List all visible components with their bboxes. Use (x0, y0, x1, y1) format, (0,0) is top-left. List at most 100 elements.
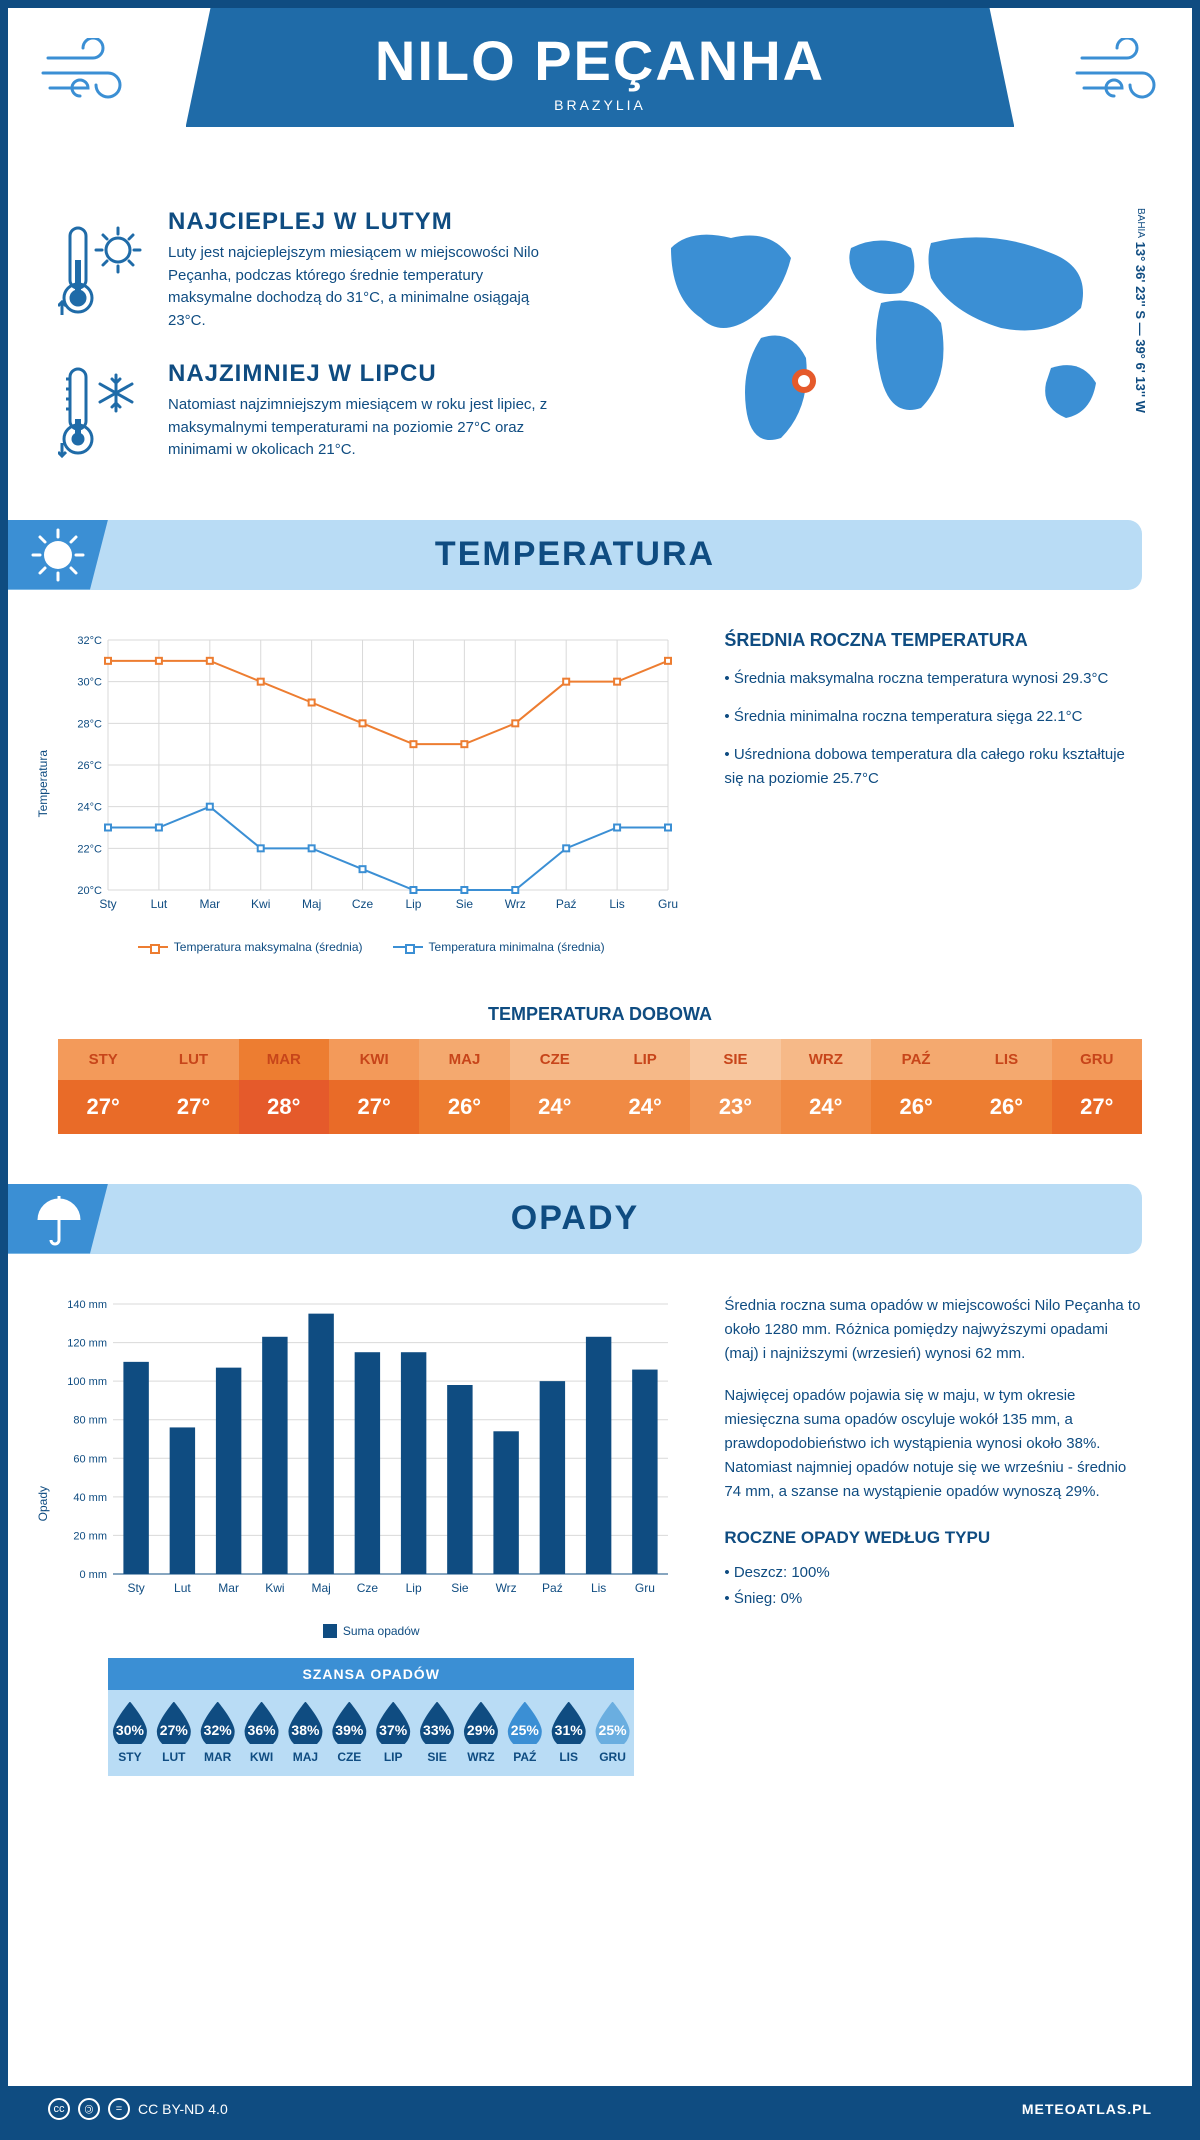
daily-temp-col: MAR 28° (239, 1039, 329, 1134)
warmest-title: NAJCIEPLEJ W LUTYM (168, 208, 548, 236)
svg-text:0 mm: 0 mm (80, 1569, 108, 1581)
brand-label: METEOATLAS.PL (1022, 2101, 1152, 2117)
coldest-body: Natomiast najzimniejszym miesiącem w rok… (168, 394, 548, 462)
chance-item: 31%LIS (547, 1702, 591, 1764)
svg-text:26°C: 26°C (77, 760, 102, 772)
daily-temp-col: GRU 27° (1052, 1039, 1142, 1134)
coldest-title: NAJZIMNIEJ W LIPCU (168, 360, 548, 388)
chance-item: 25%PAŹ (503, 1702, 547, 1764)
daily-temp-col: CZE 24° (510, 1039, 600, 1134)
svg-text:Lut: Lut (151, 897, 168, 911)
precip-para-2: Najwięcej opadów pojawia się w maju, w t… (724, 1384, 1142, 1504)
license-badge: cc 🄯 = CC BY-ND 4.0 (48, 2098, 228, 2120)
temperature-heading: TEMPERATURA (435, 535, 715, 574)
legend-label: Suma opadów (343, 1624, 420, 1638)
svg-text:20°C: 20°C (77, 885, 102, 897)
temperature-summary: ŚREDNIA ROCZNA TEMPERATURA • Średnia mak… (724, 630, 1142, 954)
svg-text:Sty: Sty (127, 1581, 144, 1595)
svg-text:Sie: Sie (456, 897, 474, 911)
chance-item: 29%WRZ (459, 1702, 503, 1764)
page-title: NILO PEÇANHA (226, 28, 975, 93)
title-banner: NILO PEÇANHA BRAZYLIA (186, 8, 1015, 127)
svg-text:Cze: Cze (352, 897, 374, 911)
svg-text:Sty: Sty (99, 897, 116, 911)
license-text: CC BY-ND 4.0 (138, 2101, 228, 2117)
svg-text:32°C: 32°C (77, 635, 102, 647)
daily-temp-col: SIE 23° (690, 1039, 780, 1134)
precipitation-heading: OPADY (511, 1199, 639, 1238)
svg-text:Sie: Sie (451, 1581, 469, 1595)
sun-icon (8, 520, 108, 590)
svg-text:Kwi: Kwi (251, 897, 270, 911)
svg-text:28°C: 28°C (77, 718, 102, 730)
daily-temp-col: STY 27° (58, 1039, 148, 1134)
daily-temp-col: KWI 27° (329, 1039, 419, 1134)
svg-text:30°C: 30°C (77, 676, 102, 688)
chance-item: 33%SIE (415, 1702, 459, 1764)
chance-item: 38%MAJ (284, 1702, 328, 1764)
chance-item: 30%STY (108, 1702, 152, 1764)
chart-y-label: Temperatura (36, 750, 50, 817)
svg-text:140 mm: 140 mm (67, 1299, 107, 1311)
svg-text:120 mm: 120 mm (67, 1337, 107, 1349)
svg-text:Maj: Maj (311, 1581, 330, 1595)
precipitation-section-bar: OPADY (8, 1184, 1142, 1254)
precip-by-type-title: ROCZNE OPADY WEDŁUG TYPU (724, 1524, 1142, 1551)
svg-text:24°C: 24°C (77, 801, 102, 813)
svg-text:Lip: Lip (405, 897, 421, 911)
svg-text:Lip: Lip (406, 1581, 422, 1595)
precip-chance-box: SZANSA OPADÓW 30%STY27%LUT32%MAR36%KWI38… (108, 1658, 634, 1776)
svg-text:40 mm: 40 mm (73, 1491, 107, 1503)
world-map: BAHIA 13° 36' 23'' S — 39° 6' 13'' W (620, 208, 1142, 468)
svg-text:Paź: Paź (556, 897, 577, 911)
svg-text:Lis: Lis (591, 1581, 606, 1595)
chance-item: 32%MAR (196, 1702, 240, 1764)
legend-item: Temperatura maksymalna (średnia) (138, 940, 363, 954)
chance-item: 37%LIP (371, 1702, 415, 1764)
daily-temp-title: TEMPERATURA DOBOWA (8, 1004, 1192, 1025)
wind-icon (1072, 38, 1162, 122)
svg-text:Gru: Gru (658, 897, 678, 911)
precipitation-summary: Średnia roczna suma opadów w miejscowośc… (724, 1294, 1142, 1776)
coordinates-label: BAHIA 13° 36' 23'' S — 39° 6' 13'' W (1133, 208, 1148, 413)
thermometer-snow-icon (58, 360, 148, 462)
page-subtitle: BRAZYLIA (226, 97, 975, 113)
cc-icon: cc (48, 2098, 70, 2120)
svg-text:Wrz: Wrz (505, 897, 526, 911)
precip-type-item: • Śnieg: 0% (724, 1587, 1142, 1611)
summary-title: ŚREDNIA ROCZNA TEMPERATURA (724, 630, 1142, 651)
wind-icon (38, 38, 128, 122)
svg-text:Paź: Paź (542, 1581, 563, 1595)
svg-text:Maj: Maj (302, 897, 321, 911)
svg-text:20 mm: 20 mm (73, 1530, 107, 1542)
summary-bullet: • Średnia minimalna roczna temperatura s… (724, 705, 1142, 729)
summary-bullet: • Średnia maksymalna roczna temperatura … (724, 667, 1142, 691)
daily-temp-col: MAJ 26° (419, 1039, 509, 1134)
daily-temp-col: WRZ 24° (781, 1039, 871, 1134)
svg-text:Kwi: Kwi (265, 1581, 284, 1595)
warmest-fact: NAJCIEPLEJ W LUTYM Luty jest najcieplejs… (58, 208, 580, 332)
thermometer-sun-icon (58, 208, 148, 332)
header: NILO PEÇANHA BRAZYLIA (8, 8, 1192, 188)
daily-temp-col: PAŹ 26° (871, 1039, 961, 1134)
chance-item: 36%KWI (240, 1702, 284, 1764)
svg-text:Mar: Mar (218, 1581, 239, 1595)
precipitation-legend: Suma opadów (58, 1624, 684, 1638)
footer: cc 🄯 = CC BY-ND 4.0 METEOATLAS.PL (8, 2086, 1192, 2132)
daily-temp-col: LIP 24° (600, 1039, 690, 1134)
temperature-line-chart: Temperatura 20°C22°C24°C26°C28°C30°C32°C… (58, 630, 684, 930)
umbrella-icon (8, 1184, 108, 1254)
svg-text:60 mm: 60 mm (73, 1453, 107, 1465)
precipitation-bar-chart: Opady 0 mm20 mm40 mm60 mm80 mm100 mm120 … (58, 1294, 684, 1776)
svg-text:22°C: 22°C (77, 843, 102, 855)
svg-text:Gru: Gru (635, 1581, 655, 1595)
svg-text:Wrz: Wrz (496, 1581, 517, 1595)
by-icon: 🄯 (78, 2098, 100, 2120)
svg-text:Cze: Cze (357, 1581, 379, 1595)
svg-text:Mar: Mar (199, 897, 220, 911)
precip-para-1: Średnia roczna suma opadów w miejscowośc… (724, 1294, 1142, 1366)
summary-bullet: • Uśredniona dobowa temperatura dla całe… (724, 743, 1142, 791)
nd-icon: = (108, 2098, 130, 2120)
daily-temp-col: LIS 26° (961, 1039, 1051, 1134)
legend-item: Temperatura minimalna (średnia) (393, 940, 605, 954)
